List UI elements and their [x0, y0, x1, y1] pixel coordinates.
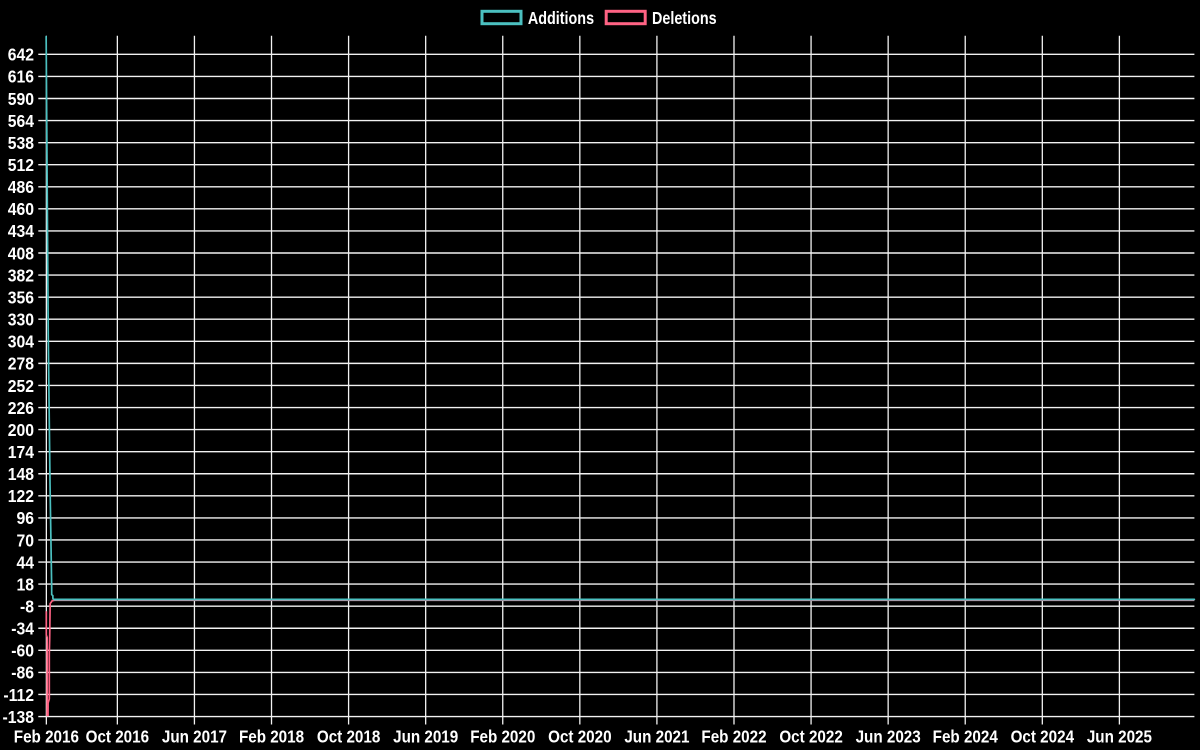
- svg-text:538: 538: [8, 133, 34, 153]
- svg-text:408: 408: [8, 244, 34, 264]
- svg-text:70: 70: [16, 530, 34, 550]
- svg-text:-86: -86: [11, 663, 34, 683]
- svg-text:Jun 2025: Jun 2025: [1087, 728, 1152, 747]
- svg-text:Additions: Additions: [528, 10, 594, 29]
- svg-text:-60: -60: [11, 641, 34, 661]
- svg-text:44: 44: [16, 553, 34, 573]
- svg-text:Oct 2022: Oct 2022: [779, 728, 842, 747]
- svg-text:200: 200: [8, 420, 34, 440]
- svg-text:486: 486: [8, 177, 34, 197]
- svg-text:Oct 2020: Oct 2020: [548, 728, 611, 747]
- svg-text:Jun 2017: Jun 2017: [162, 728, 227, 747]
- svg-text:252: 252: [8, 376, 34, 396]
- svg-text:Feb 2018: Feb 2018: [239, 728, 304, 747]
- svg-text:226: 226: [8, 398, 34, 418]
- svg-text:Feb 2024: Feb 2024: [933, 728, 999, 747]
- svg-text:Deletions: Deletions: [652, 10, 717, 29]
- svg-text:642: 642: [8, 45, 34, 65]
- svg-text:Feb 2016: Feb 2016: [14, 728, 79, 747]
- svg-text:18: 18: [16, 575, 34, 595]
- svg-text:382: 382: [8, 266, 34, 286]
- svg-text:460: 460: [8, 199, 34, 219]
- svg-text:278: 278: [8, 354, 34, 374]
- svg-text:356: 356: [8, 288, 34, 308]
- svg-text:330: 330: [8, 310, 34, 330]
- svg-text:Feb 2020: Feb 2020: [470, 728, 535, 747]
- svg-text:304: 304: [8, 332, 35, 352]
- svg-text:434: 434: [8, 221, 35, 241]
- svg-text:96: 96: [16, 508, 34, 528]
- svg-text:-8: -8: [20, 597, 34, 617]
- svg-text:Jun 2021: Jun 2021: [624, 728, 689, 747]
- svg-text:590: 590: [8, 89, 34, 109]
- svg-text:Oct 2016: Oct 2016: [86, 728, 149, 747]
- svg-text:Oct 2024: Oct 2024: [1011, 728, 1075, 747]
- svg-text:512: 512: [8, 155, 34, 175]
- svg-text:148: 148: [8, 464, 34, 484]
- svg-text:Feb 2022: Feb 2022: [701, 728, 766, 747]
- svg-text:-34: -34: [11, 619, 34, 639]
- svg-text:616: 616: [8, 67, 34, 87]
- svg-text:Jun 2019: Jun 2019: [393, 728, 458, 747]
- svg-text:-112: -112: [3, 685, 34, 705]
- svg-text:Jun 2023: Jun 2023: [856, 728, 921, 747]
- svg-text:564: 564: [8, 111, 35, 131]
- svg-text:-138: -138: [3, 707, 34, 727]
- svg-text:174: 174: [8, 442, 35, 462]
- svg-text:Oct 2018: Oct 2018: [317, 728, 380, 747]
- svg-text:122: 122: [8, 486, 34, 506]
